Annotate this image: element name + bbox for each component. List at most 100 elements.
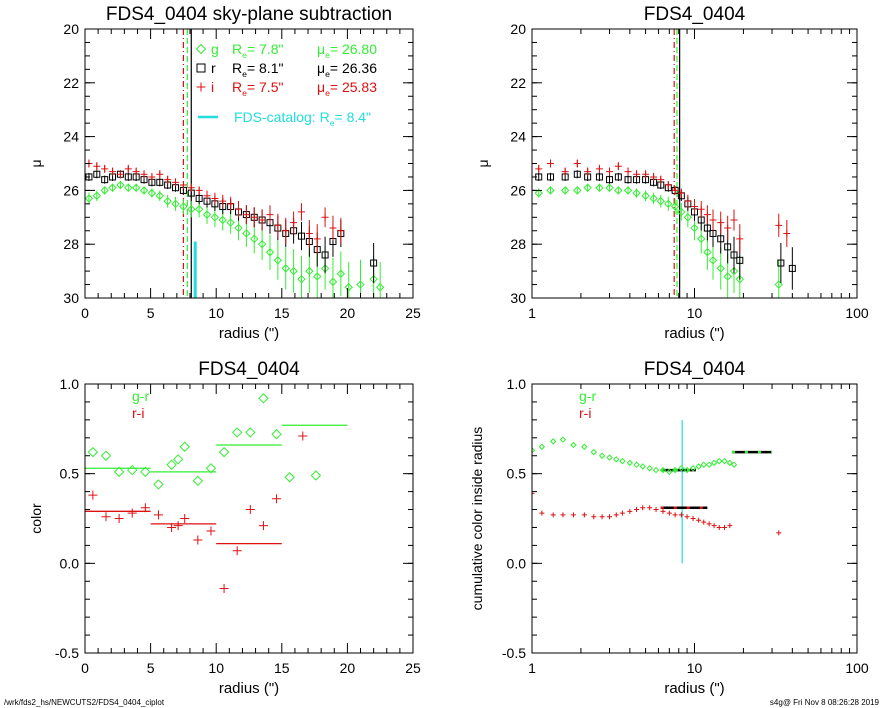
plot-area — [534, 29, 796, 298]
x-tick-label: 0 — [81, 660, 89, 676]
data-point-r-i — [607, 514, 613, 520]
x-tick-label: 10 — [208, 660, 224, 676]
data-point-g-r — [671, 466, 679, 474]
y-tick-label: 28 — [63, 236, 79, 252]
data-point-i — [321, 213, 329, 221]
data-point-i — [684, 197, 692, 205]
data-point-g-r — [581, 443, 588, 450]
y-axis-label: cumulative color inside radius — [469, 427, 485, 611]
data-point-i — [535, 165, 543, 173]
y-tick-label: 24 — [63, 129, 79, 145]
data-point-g-r — [192, 475, 204, 487]
data-point-r — [195, 194, 203, 202]
data-point-g — [336, 269, 346, 278]
data-point-r-i — [672, 512, 678, 518]
data-point-g — [202, 210, 212, 219]
legend-label-g-r: g-r — [579, 388, 596, 404]
data-point-r-i — [173, 521, 183, 531]
data-point-g-r — [689, 465, 697, 472]
data-point-i — [235, 205, 243, 213]
data-point-g-r — [205, 463, 217, 474]
y-tick-label: 20 — [63, 21, 79, 37]
data-point-r-i — [140, 503, 150, 513]
y-tick-label: -0.5 — [502, 645, 526, 661]
data-point-g-r — [559, 436, 567, 443]
data-point-i — [164, 176, 172, 184]
data-point-g — [155, 191, 164, 200]
data-point-r — [547, 173, 555, 181]
legend-mu-g: μe= 26.80 — [317, 41, 377, 60]
data-point-g-r — [700, 461, 707, 468]
data-point-g — [257, 239, 267, 249]
data-point-g — [677, 207, 686, 217]
plot-area — [532, 419, 782, 564]
data-point-g — [656, 196, 665, 206]
data-point-g — [664, 199, 673, 209]
x-tick-label: 1 — [528, 660, 536, 676]
x-axis-label: radius (") — [219, 680, 279, 697]
data-point-g — [226, 218, 235, 227]
data-point-r — [370, 259, 378, 267]
legend-re-i: Re= 7.5" — [232, 79, 283, 98]
x-axis-label: radius (") — [664, 680, 724, 697]
data-point-r-i — [619, 510, 625, 516]
y-tick-label: 0.5 — [507, 466, 527, 482]
data-point-r — [730, 251, 738, 259]
data-point-i — [227, 200, 235, 208]
data-point-r-i — [706, 521, 712, 527]
data-point-r-i — [532, 490, 535, 496]
data-point-r-i — [114, 514, 124, 523]
legend-band-r: r — [211, 60, 216, 76]
data-point-i — [242, 211, 250, 219]
chart-title: FDS4_0404 — [644, 359, 746, 380]
data-point-g — [641, 191, 650, 200]
data-point-r-i — [716, 524, 722, 530]
data-point-g — [313, 272, 322, 281]
data-point-r-i — [660, 508, 666, 514]
data-point-r-i — [613, 512, 619, 518]
data-point-r-i — [88, 490, 98, 500]
data-point-i — [290, 219, 298, 227]
data-point-g-r — [721, 457, 728, 465]
data-point-g-r — [127, 464, 138, 476]
data-point-g — [218, 215, 227, 225]
legend-re-r: Re= 8.1" — [232, 60, 283, 79]
data-point-g — [100, 186, 109, 195]
data-point-g — [356, 280, 365, 289]
data-point-r-i — [690, 516, 696, 521]
data-point-g — [85, 194, 94, 203]
data-point-r — [614, 173, 622, 181]
data-point-i — [614, 162, 622, 170]
legend-label-r-i: r-i — [132, 405, 144, 421]
data-point-g — [265, 248, 275, 257]
data-point-g — [670, 202, 680, 211]
data-point-g-r — [646, 465, 653, 472]
data-point-i — [337, 227, 345, 235]
data-point-g — [139, 186, 149, 195]
data-point-g-r — [87, 446, 99, 458]
data-point-i — [156, 170, 164, 178]
data-point-r-i — [581, 512, 587, 518]
data-point-i — [297, 208, 305, 216]
data-point-g — [614, 186, 623, 195]
data-point-g — [632, 188, 641, 198]
data-point-i — [561, 168, 569, 176]
data-point-i — [671, 186, 679, 194]
data-point-g-r — [619, 457, 626, 465]
data-point-i — [187, 184, 195, 192]
data-point-g — [649, 194, 658, 203]
y-tick-label: 0.0 — [507, 555, 527, 571]
data-point-r-i — [634, 507, 640, 513]
x-tick-label: 25 — [405, 305, 421, 321]
data-point-r-i — [550, 512, 556, 518]
legend-catalog-label: FDS-catalog: Re= 8.4" — [234, 109, 371, 128]
data-point-g — [194, 205, 204, 214]
data-point-g — [690, 223, 699, 233]
data-point-r-i — [180, 514, 190, 523]
data-point-i — [642, 170, 650, 178]
data-point-g-r — [710, 459, 718, 467]
data-point-g-r — [231, 427, 243, 438]
data-point-g — [328, 277, 338, 287]
legend-mu-r: μe= 26.36 — [317, 60, 377, 79]
